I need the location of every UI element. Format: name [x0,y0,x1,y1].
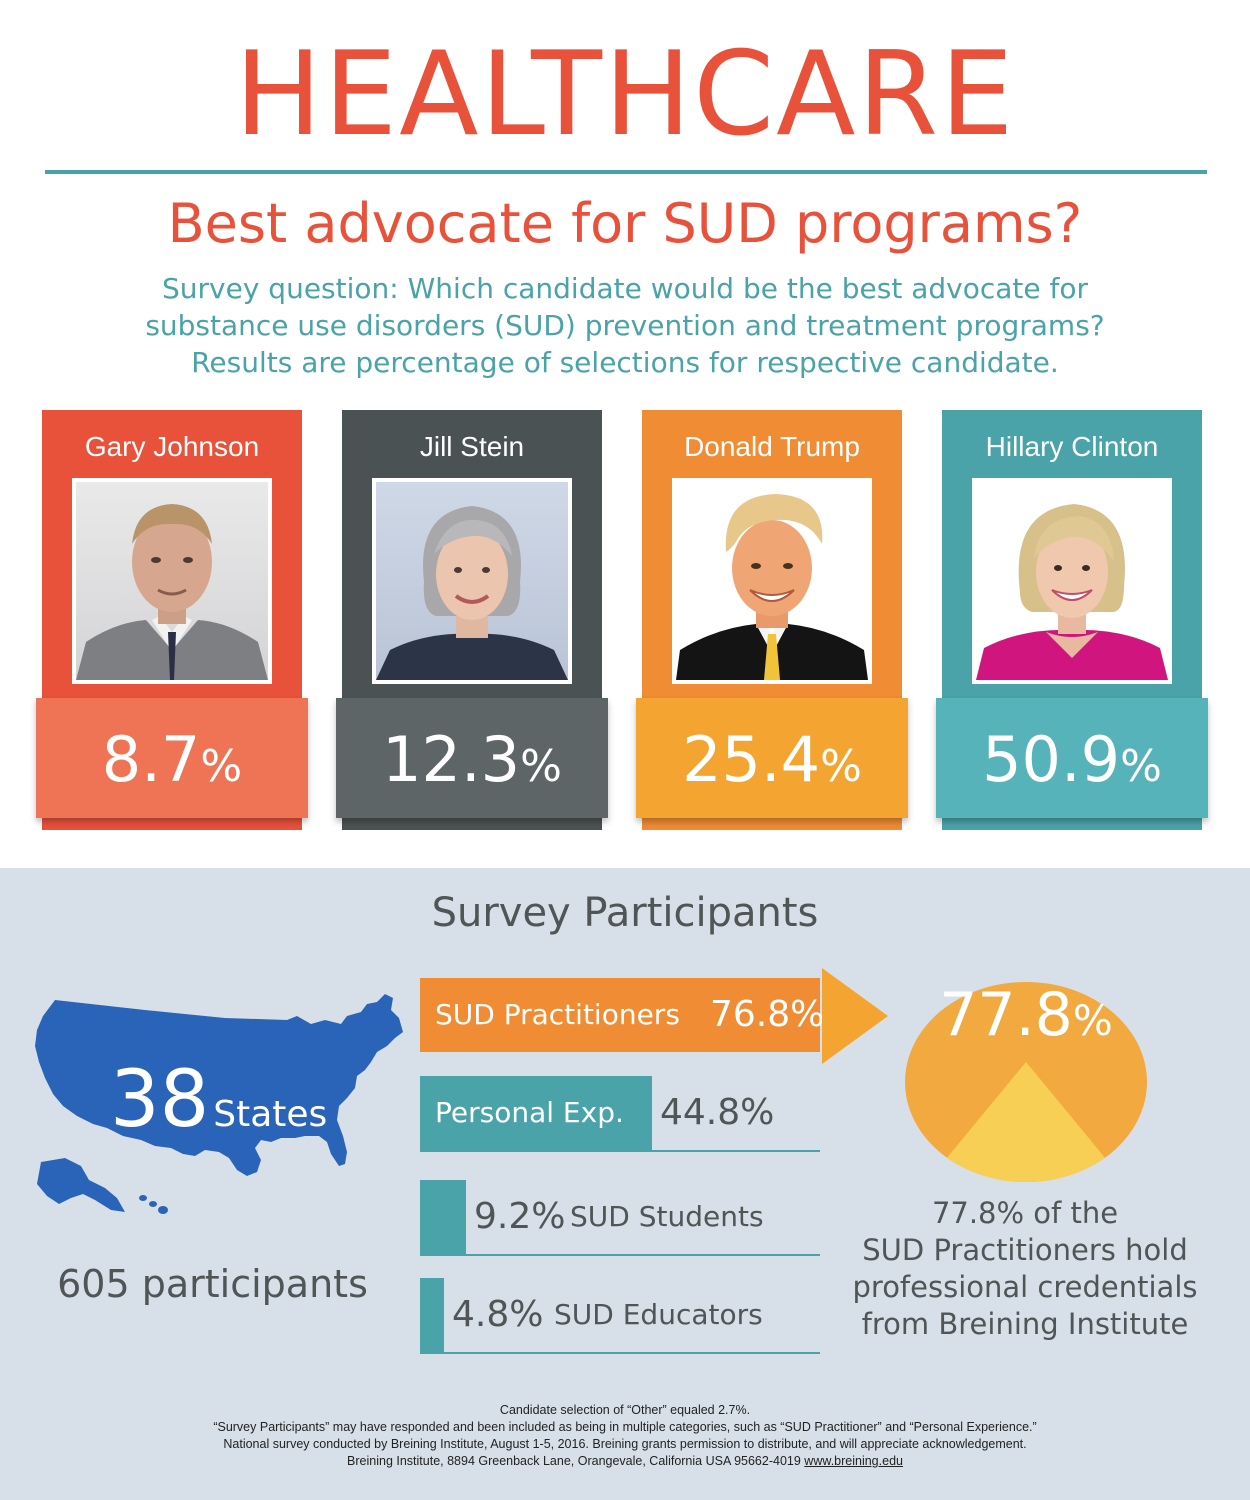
bar-fill [420,1076,652,1150]
participant-count: 605 participants [57,1262,368,1306]
candidate-name: Donald Trump [684,431,860,462]
candidate-percentage: 8.7% [36,698,308,818]
bar-label: Personal Exp. [435,1096,624,1129]
survey-question: Survey question: Which candidate would b… [60,270,1190,381]
bar-fill [420,978,820,1052]
participants-title: Survey Participants [431,890,819,936]
question-line: substance use disorders (SUD) prevention… [145,309,1105,342]
candidate-percentage: 50.9% [936,698,1208,818]
bar-row-sud-students: 9.2% SUD Students [420,1180,820,1256]
page-title: HEALTHCARE [234,27,1016,162]
percentage-unit: % [1120,741,1162,792]
bar-value: 44.8% [660,1092,775,1133]
bar-value: 76.8% [710,994,825,1035]
candidate-card-gary-johnson: Gary Johnson 8.7% [36,410,308,830]
credential-note: 77.8% of the SUD Practitioners hold prof… [840,1195,1210,1343]
bar-fill [420,1180,466,1254]
footnote-line: Breining Institute, 8894 Greenback Lane,… [347,1454,801,1468]
credential-value: 77.8 [939,980,1073,1050]
arrow-right-icon [822,968,888,1064]
credential-line: SUD Practitioners hold [862,1233,1188,1267]
gary-johnson-photo [72,478,272,684]
bar-row-personal-experience: Personal Exp. 44.8% [420,1076,820,1152]
percentage-unit: % [200,741,243,792]
bar-label: SUD Practitioners [435,998,680,1031]
candidate-name: Jill Stein [419,431,525,462]
states-count-label: 38 States [110,1055,327,1145]
candidate-name: Hillary Clinton [985,431,1159,462]
footnote-line: National survey conducted by Breining In… [223,1437,1027,1451]
credential-line: from Breining Institute [861,1307,1189,1341]
bar-row-sud-practitioners: SUD Practitioners 76.8% [420,978,824,1052]
donald-trump-photo [672,478,872,684]
question-line: Results are percentage of selections for… [191,346,1059,379]
percentage-value: 25.4 [682,723,821,796]
footnote-line: Candidate selection of “Other” equaled 2… [499,1403,751,1417]
states-count: 38 [110,1055,210,1145]
percentage-value: 12.3 [382,723,521,796]
title-divider [45,170,1207,174]
footnote-address: Breining Institute, 8894 Greenback Lane,… [0,1453,1250,1470]
footnote-line: “Survey Participants” may have responded… [213,1420,1037,1434]
candidate-card-hillary-clinton: Hillary Clinton 50.9% [936,410,1208,830]
percentage-value: 8.7 [101,723,201,796]
usa-map-icon [35,994,403,1214]
participants-section [0,868,1250,1500]
bar-value: 4.8% [452,1294,544,1335]
percentage-value: 50.9 [982,723,1121,796]
credential-line: professional credentials [852,1270,1198,1304]
hillary-clinton-photo [972,478,1172,684]
page-subtitle: Best advocate for SUD programs? [167,192,1083,255]
candidate-name: Gary Johnson [84,431,260,462]
credential-unit: % [1072,996,1113,1045]
candidate-percentage: 12.3% [336,698,608,818]
bar-value: 9.2% [474,1196,566,1237]
credential-circle-icon [905,982,1147,1182]
bar-label: SUD Educators [554,1298,763,1331]
candidate-percentage: 25.4% [636,698,908,818]
credential-percentage: 77.8% [905,980,1147,1050]
states-label: States [213,1094,328,1135]
percentage-unit: % [520,741,562,792]
percentage-unit: % [820,741,862,792]
jill-stein-photo [372,478,572,684]
question-line: Survey question: Which candidate would b… [162,272,1088,305]
candidate-card-jill-stein: Jill Stein 12.3% [336,410,608,830]
candidate-card-donald-trump: Donald Trump 25.4% [636,410,908,830]
bar-label: SUD Students [570,1200,764,1233]
credential-line: 77.8% of the [931,1196,1119,1230]
bar-row-sud-educators: 4.8% SUD Educators [420,1278,820,1354]
breining-website-link[interactable]: www.breining.edu [804,1454,903,1468]
bar-fill [420,1278,444,1352]
footnotes: Candidate selection of “Other” equaled 2… [0,1402,1250,1470]
